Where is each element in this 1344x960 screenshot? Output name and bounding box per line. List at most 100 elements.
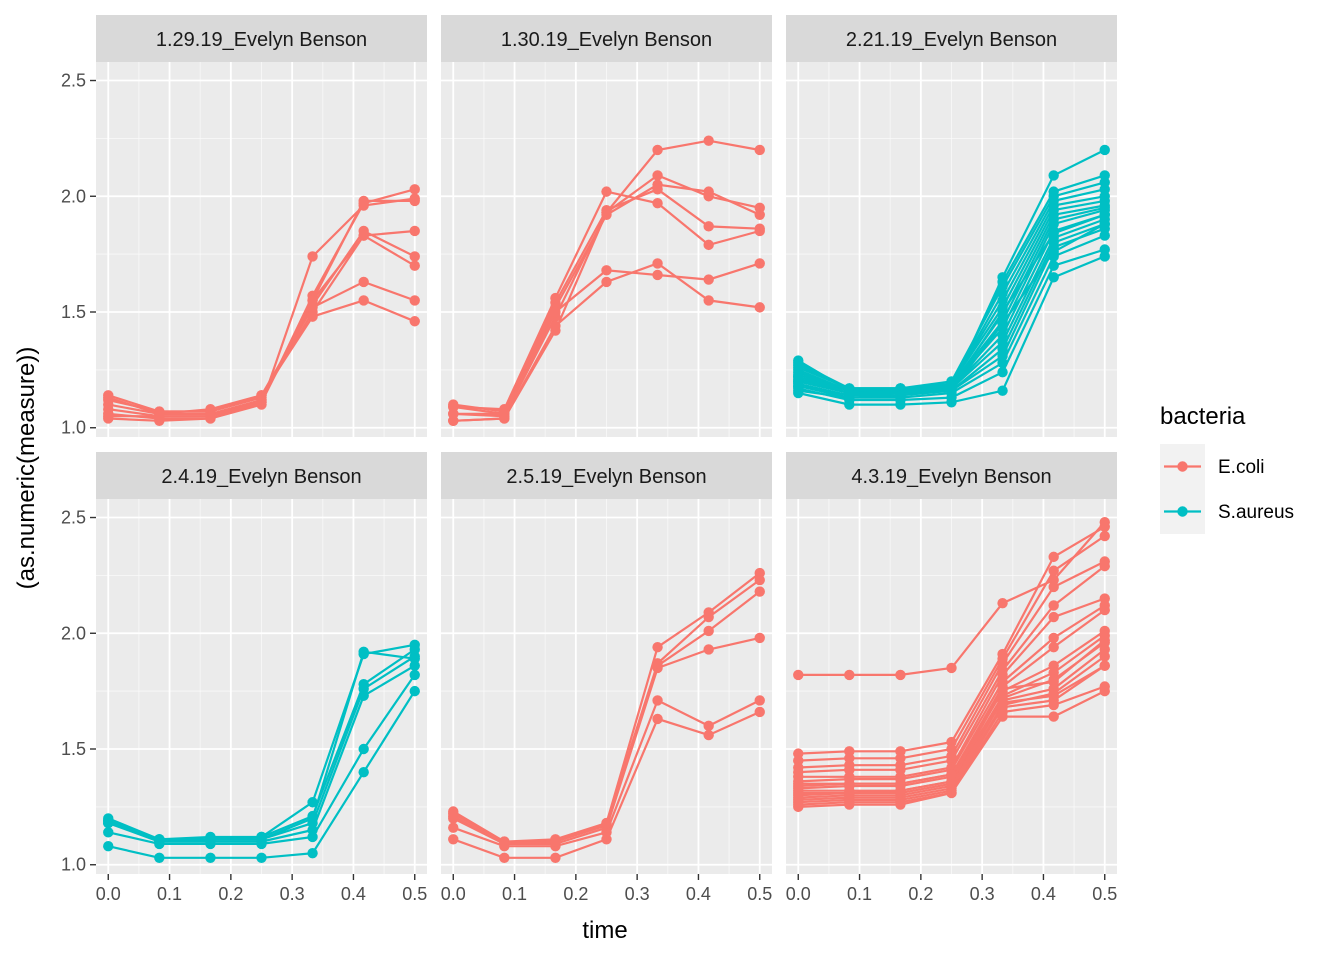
- data-point: [997, 711, 1008, 722]
- data-point: [1099, 218, 1110, 230]
- data-point: [205, 410, 216, 422]
- data-point: [703, 625, 714, 637]
- data-point: [448, 822, 459, 833]
- data-point: [307, 251, 318, 262]
- data-point: [1099, 170, 1110, 181]
- data-point: [1048, 600, 1059, 611]
- data-point: [652, 713, 663, 725]
- data-point: [652, 144, 663, 156]
- y-tick-label: 1.5: [61, 739, 86, 759]
- data-point: [358, 766, 369, 778]
- data-point: [499, 413, 510, 424]
- data-point: [256, 852, 267, 863]
- data-point: [754, 209, 765, 220]
- data-point: [652, 641, 663, 653]
- data-point: [997, 683, 1008, 695]
- data-point: [550, 836, 561, 847]
- y-tick-label: 1.0: [61, 418, 86, 438]
- data-point: [1048, 565, 1059, 576]
- legend-key-point: [1177, 506, 1188, 517]
- facet-strip: [96, 452, 427, 499]
- data-point: [499, 852, 510, 863]
- data-point: [997, 366, 1008, 378]
- y-tick-label: 2.5: [61, 508, 86, 528]
- data-point: [550, 292, 561, 304]
- data-point: [409, 295, 420, 306]
- data-point: [1048, 170, 1059, 181]
- data-point: [703, 644, 714, 655]
- data-point: [703, 135, 714, 146]
- legend-items: E.coli S.aureus: [1160, 444, 1294, 534]
- data-point: [601, 276, 612, 288]
- data-point: [358, 646, 369, 657]
- data-point: [409, 653, 420, 664]
- x-tick-label: 0.4: [1031, 884, 1056, 904]
- x-tick-label: 0.3: [970, 884, 995, 904]
- data-point: [103, 841, 114, 852]
- data-point: [844, 669, 855, 681]
- facet-panel: 1.30.19_Evelyn Benson: [441, 15, 772, 437]
- data-point: [793, 371, 804, 383]
- data-point: [307, 847, 318, 859]
- data-point: [793, 669, 804, 681]
- y-tick-label: 1.0: [61, 855, 86, 875]
- data-point: [103, 390, 114, 401]
- x-tick-label: 0.3: [625, 884, 650, 904]
- data-point: [703, 186, 714, 197]
- facet-strip-label: 1.30.19_Evelyn Benson: [501, 29, 712, 51]
- y-tick-label: 2.5: [61, 71, 86, 91]
- y-tick-label: 1.5: [61, 302, 86, 322]
- data-point: [895, 799, 906, 810]
- data-point: [1099, 660, 1110, 671]
- data-point: [1048, 581, 1059, 593]
- data-point: [1099, 530, 1110, 542]
- data-point: [1099, 560, 1110, 572]
- data-point: [895, 669, 906, 681]
- data-point: [844, 778, 855, 789]
- facet-strip-label: 2.4.19_Evelyn Benson: [161, 466, 361, 488]
- data-point: [754, 258, 765, 269]
- data-point: [997, 306, 1008, 318]
- data-point: [997, 697, 1008, 708]
- data-point: [997, 385, 1008, 396]
- y-axis-title: (as.numeric(measure)): [13, 347, 40, 590]
- data-point: [1048, 699, 1059, 711]
- data-point: [844, 799, 855, 810]
- facet-strip-label: 2.5.19_Evelyn Benson: [506, 466, 706, 488]
- data-point: [754, 632, 765, 644]
- data-point: [409, 316, 420, 327]
- data-point: [307, 295, 318, 306]
- x-tick-label: 0.2: [218, 884, 243, 904]
- data-point: [205, 852, 216, 863]
- data-point: [103, 410, 114, 422]
- data-point: [601, 186, 612, 197]
- data-point: [409, 251, 420, 262]
- data-point: [1048, 641, 1059, 653]
- data-point: [652, 198, 663, 209]
- legend: bacteria E.coli S.aureus: [1160, 403, 1294, 534]
- data-point: [409, 260, 420, 271]
- data-point: [652, 258, 663, 269]
- data-point: [550, 320, 561, 332]
- data-point: [793, 385, 804, 396]
- data-point: [307, 797, 318, 808]
- data-point: [1099, 651, 1110, 662]
- data-point: [652, 695, 663, 706]
- data-point: [448, 810, 459, 822]
- data-point: [1048, 632, 1059, 644]
- data-point: [205, 834, 216, 845]
- data-point: [703, 221, 714, 232]
- data-point: [754, 144, 765, 156]
- x-tick-label: 0.5: [402, 884, 427, 904]
- legend-key-point: [1177, 461, 1188, 472]
- facet-panel: 1.29.19_Evelyn Benson 1.0 1.5 2.0 2.5: [61, 15, 427, 438]
- facet-strip: [786, 15, 1117, 62]
- data-point: [754, 567, 765, 579]
- x-tick-label: 0.1: [502, 884, 527, 904]
- data-point: [1099, 209, 1110, 220]
- data-point: [1099, 521, 1110, 532]
- data-point: [1048, 246, 1059, 258]
- data-point: [1048, 228, 1059, 239]
- data-point: [793, 801, 804, 813]
